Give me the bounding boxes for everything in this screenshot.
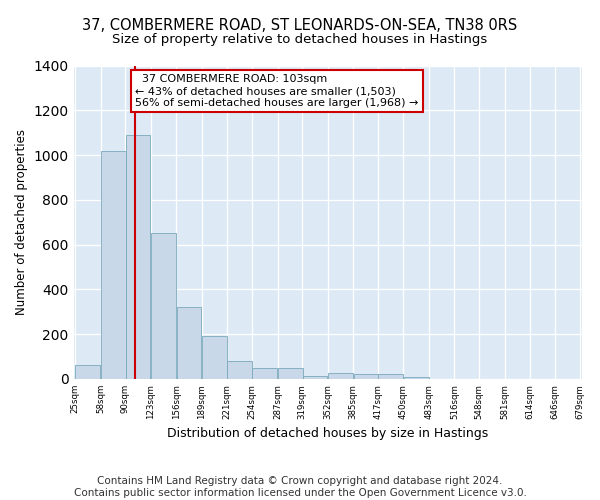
Bar (176, 308, 202, 379)
Bar (202, 336, 227, 379)
Text: 37 COMBERMERE ROAD: 103sqm  
← 43% of detached houses are smaller (1,503)
56% of: 37 COMBERMERE ROAD: 103sqm ← 43% of deta… (136, 74, 419, 108)
Bar (151, 234, 176, 379)
Bar (353, 374, 379, 379)
Bar (101, 150, 126, 379)
Bar (125, 135, 151, 379)
Bar (278, 368, 302, 379)
Text: 37, COMBERMERE ROAD, ST LEONARDS-ON-SEA, TN38 0RS: 37, COMBERMERE ROAD, ST LEONARDS-ON-SEA,… (82, 18, 518, 32)
Text: Size of property relative to detached houses in Hastings: Size of property relative to detached ho… (112, 32, 488, 46)
Bar (302, 376, 328, 379)
Bar (253, 368, 277, 379)
Bar (378, 374, 403, 379)
Y-axis label: Number of detached properties: Number of detached properties (15, 129, 28, 315)
Bar (227, 361, 252, 379)
Bar (404, 376, 428, 379)
Text: Contains HM Land Registry data © Crown copyright and database right 2024.
Contai: Contains HM Land Registry data © Crown c… (74, 476, 526, 498)
X-axis label: Distribution of detached houses by size in Hastings: Distribution of detached houses by size … (167, 427, 488, 440)
Bar (328, 374, 353, 379)
Bar (76, 366, 100, 379)
